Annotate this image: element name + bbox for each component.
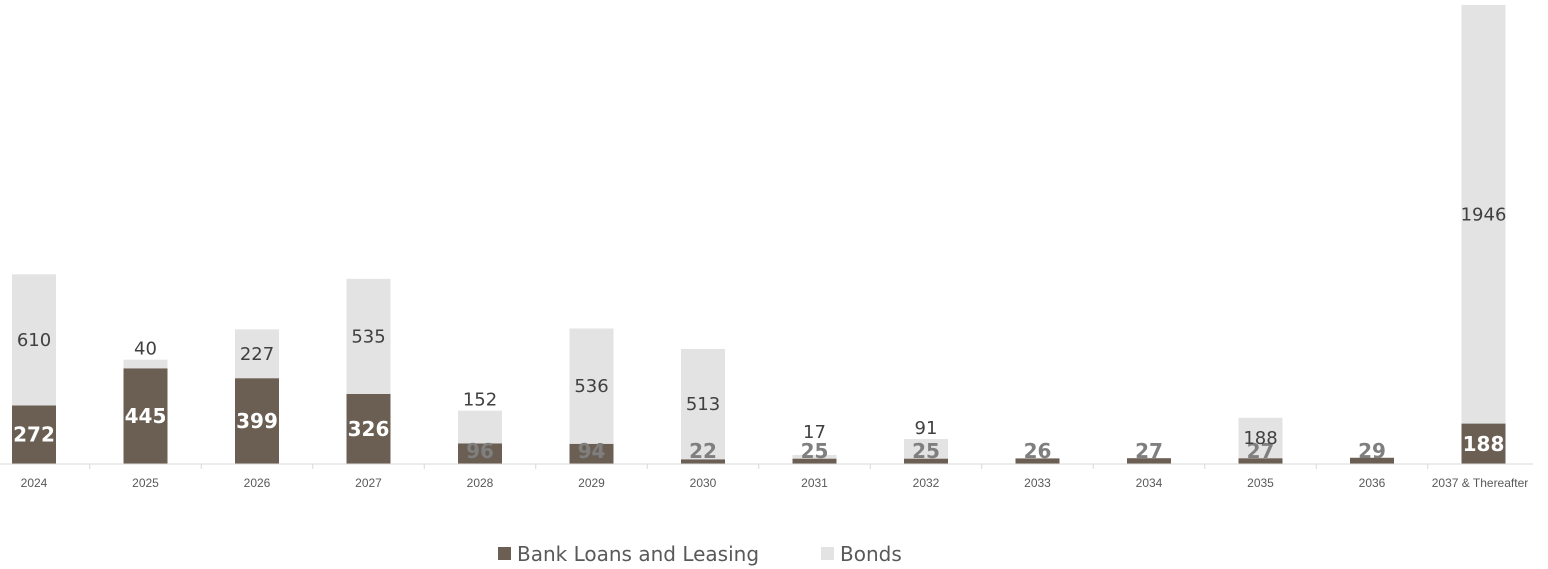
bar-bank-loans-2032	[904, 458, 948, 464]
label-bank-loans-2031: 25	[801, 439, 829, 463]
label-bonds-2032: 91	[915, 418, 938, 439]
label-bank-loans-2035: 27	[1247, 439, 1275, 463]
label-bonds-2028: 152	[463, 390, 497, 411]
bar-bank-loans-2029	[569, 443, 614, 464]
bar-bonds-2024	[12, 274, 56, 406]
label-bank-loans-2026: 399	[236, 409, 278, 433]
bar-bank-loans-2028	[458, 443, 502, 464]
bar-bank-loans-2033	[1015, 458, 1060, 464]
label-bonds-2027: 535	[351, 326, 385, 347]
x-tick-label-2035: 2035	[1247, 476, 1274, 490]
bar-bonds-2035	[1238, 417, 1283, 459]
bar-bank-loans-2025	[123, 368, 168, 464]
label-bonds-2026: 227	[240, 344, 274, 365]
data-labels-layer: 272 610 445 40 399 227 326 535 96 152 94 536 22 513 25…	[13, 204, 1506, 463]
label-bank-loans-2033: 26	[1024, 439, 1052, 463]
label-bank-loans-2024: 272	[13, 423, 55, 447]
bar-bonds-2028	[458, 410, 502, 444]
label-bank-loans-2030: 22	[689, 439, 717, 463]
x-tick-label-2031: 2031	[801, 476, 828, 490]
bar-bonds-2037-thereafter	[1461, 5, 1506, 424]
label-bonds-2024: 610	[17, 330, 51, 351]
label-bank-loans-2037-thereafter: 188	[1463, 432, 1505, 456]
x-tick-label-2030: 2030	[690, 476, 717, 490]
bar-bonds-2026	[235, 329, 279, 379]
label-bank-loans-2028: 96	[466, 439, 494, 463]
bar-bonds-2027	[346, 278, 391, 394]
legend: Bank Loans and Leasing Bonds	[498, 542, 902, 566]
label-bank-loans-2029: 94	[578, 439, 606, 463]
legend-label-bank-loans: Bank Loans and Leasing	[517, 542, 759, 566]
x-tick-label-2034: 2034	[1136, 476, 1163, 490]
label-bonds-2030: 513	[686, 394, 720, 415]
x-tick-label-2029: 2029	[578, 476, 605, 490]
x-axis-ticks: 2024 2025 2026 2027 2028 2029 2030 2031 2032 2033…	[21, 464, 1529, 490]
x-tick-label-2024: 2024	[21, 476, 48, 490]
x-tick-label-2033: 2033	[1024, 476, 1051, 490]
bar-bank-loans-2035	[1238, 458, 1283, 464]
bar-bank-loans-2030	[681, 459, 725, 464]
x-tick-label-2036: 2036	[1359, 476, 1386, 490]
label-bank-loans-2025: 445	[125, 404, 167, 428]
bars-layer	[12, 5, 1506, 464]
x-tick-label-2028: 2028	[467, 476, 494, 490]
bar-bonds-2025	[123, 359, 168, 369]
bar-bank-loans-2024	[12, 405, 56, 464]
bar-bank-loans-2031	[792, 458, 837, 464]
label-bonds-2037-thereafter: 1946	[1461, 204, 1507, 225]
label-bank-loans-2027: 326	[348, 417, 390, 441]
legend-label-bonds: Bonds	[840, 542, 902, 566]
x-tick-label-2037-thereafter: 2037 & Thereafter	[1432, 476, 1529, 490]
bar-bank-loans-2036	[1350, 457, 1394, 464]
x-tick-label-2026: 2026	[244, 476, 271, 490]
bar-bank-loans-2026	[235, 378, 279, 464]
bar-bonds-2032	[904, 439, 948, 459]
legend-swatch-bank-loans	[498, 547, 511, 560]
label-bonds-2029: 536	[574, 376, 608, 397]
label-bonds-2031: 17	[803, 422, 826, 443]
bar-bonds-2030	[681, 348, 725, 460]
label-bank-loans-2036: 29	[1358, 439, 1386, 463]
bar-bank-loans-2037-thereafter	[1461, 423, 1506, 464]
x-tick-label-2025: 2025	[132, 476, 159, 490]
x-tick-label-2032: 2032	[913, 476, 940, 490]
bar-bonds-2029	[569, 328, 614, 444]
bar-bonds-2031	[792, 454, 837, 459]
bar-bank-loans-2027	[346, 393, 391, 464]
label-bank-loans-2034: 27	[1135, 439, 1163, 463]
bar-bank-loans-2034	[1127, 458, 1171, 464]
label-bank-loans-2032: 25	[912, 439, 940, 463]
legend-swatch-bonds	[821, 547, 834, 560]
label-bonds-2035: 188	[1243, 428, 1277, 449]
x-tick-label-2027: 2027	[355, 476, 382, 490]
label-bonds-2025: 40	[134, 339, 157, 360]
